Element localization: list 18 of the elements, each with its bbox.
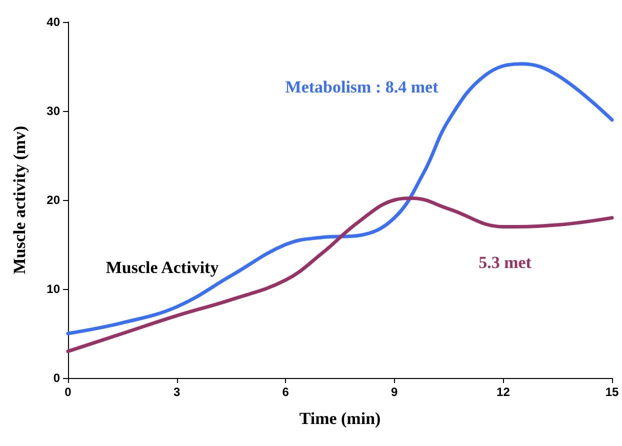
y-tick-label: 20 bbox=[46, 193, 60, 207]
line-series bbox=[66, 62, 614, 336]
y-tick-label: 10 bbox=[46, 282, 60, 296]
x-tick-label: 6 bbox=[282, 385, 290, 399]
series-label: 5.3 met bbox=[478, 252, 532, 272]
line-series bbox=[66, 196, 614, 354]
x-tick-label: 9 bbox=[391, 385, 398, 399]
x-tick-label: 15 bbox=[605, 385, 619, 399]
x-tick-label: 12 bbox=[496, 385, 510, 399]
y-tick-label: 30 bbox=[46, 104, 60, 118]
y-tick-label: 0 bbox=[53, 371, 60, 385]
x-tick-label: 0 bbox=[64, 385, 72, 399]
x-axis-title: Time (min) bbox=[299, 409, 381, 428]
y-axis-title: Muscle activity (mv) bbox=[10, 126, 29, 274]
series-label: Metabolism : 8.4 met bbox=[285, 77, 439, 96]
annotation: Muscle Activity bbox=[106, 258, 220, 278]
y-tick-label: 40 bbox=[46, 15, 60, 29]
x-tick-label: 3 bbox=[173, 385, 180, 399]
